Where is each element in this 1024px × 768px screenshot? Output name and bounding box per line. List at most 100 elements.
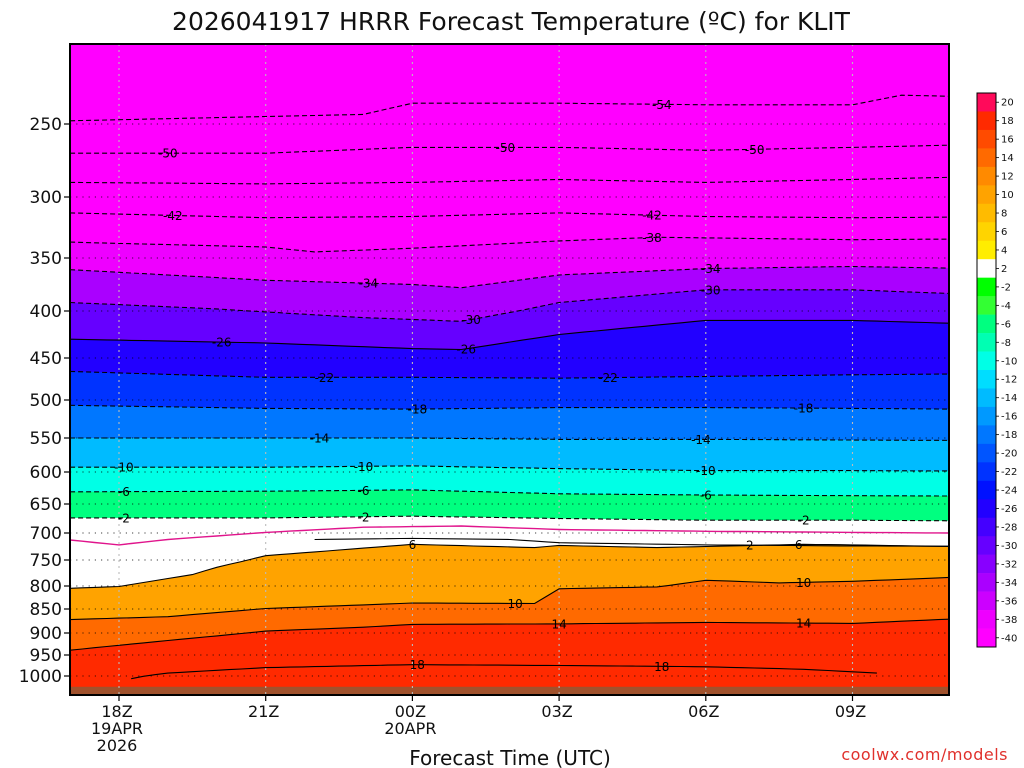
- colorbar-label: 16: [1001, 135, 1014, 146]
- colorbar-label: -30: [1001, 541, 1017, 552]
- x-tick-label: 20APR: [384, 719, 436, 738]
- contour-label: -34: [359, 277, 379, 291]
- y-tick-label: 250: [30, 115, 62, 135]
- colorbar-swatch: [977, 443, 996, 463]
- colorbar-swatch: [977, 351, 996, 371]
- colorbar-label: 2: [1001, 264, 1007, 275]
- contour-label: -30: [461, 313, 481, 327]
- x-tick-label: 18Z: [101, 702, 132, 721]
- x-tick-label: 03Z: [541, 702, 572, 721]
- x-tick-label: 09Z: [835, 702, 866, 721]
- chart-title: 2026041917 HRRR Forecast Temperature (ºC…: [172, 7, 851, 36]
- x-tick-label: 21Z: [248, 702, 279, 721]
- ground-strip: [70, 686, 949, 695]
- contour-label: -14: [310, 432, 330, 446]
- colorbar-swatch: [977, 296, 996, 315]
- contour-label: -6: [700, 489, 712, 503]
- contour-label: -42: [642, 209, 662, 223]
- contour-label: 10: [507, 597, 522, 611]
- x-tick-label: 2026: [97, 736, 138, 755]
- field-band: [70, 619, 949, 695]
- contour-line: [70, 515, 949, 522]
- contour-label: -10: [114, 461, 134, 475]
- colorbar-swatch: [977, 148, 996, 168]
- colorbar-label: -22: [1001, 467, 1017, 478]
- contour-label: -50: [158, 147, 178, 161]
- colorbar-label: -36: [1001, 596, 1017, 607]
- colorbar-swatch: [977, 499, 996, 519]
- colorbar-swatch: [977, 517, 996, 537]
- contour-label: -14: [691, 433, 711, 447]
- contour-label: -18: [794, 402, 814, 416]
- contour-labels: -54-50 -50 -50-42 -42-38-34-34-30-30-26 -26-…: [114, 98, 814, 674]
- contour-line: [70, 618, 949, 651]
- contour-label: -22: [598, 371, 618, 385]
- plot-frame: [69, 43, 950, 696]
- y-tick-label: 300: [30, 188, 62, 208]
- contour-label: 6: [409, 538, 417, 552]
- colorbar-swatch: [977, 462, 996, 482]
- contour-line: [70, 404, 949, 410]
- contour-line: [70, 370, 949, 379]
- contour-line: [70, 236, 949, 253]
- contour-label: -54: [652, 98, 672, 112]
- contour-line: [70, 465, 949, 472]
- colorbar-swatch: [977, 259, 996, 278]
- contour-line: [70, 437, 949, 441]
- colorbar-label: 8: [1001, 209, 1007, 220]
- contour-label: -50: [745, 143, 765, 157]
- colorbar-swatch: [977, 314, 996, 334]
- colorbar-label: 18: [1001, 116, 1014, 127]
- colorbar-swatch: [977, 425, 996, 445]
- colorbar-label: -4: [1001, 301, 1011, 312]
- y-tick-label: 1000: [19, 667, 62, 687]
- y-tick-label: 350: [30, 249, 62, 269]
- colorbar-swatch: [977, 573, 996, 592]
- contour-line: [70, 319, 949, 351]
- contour-line: [70, 576, 949, 621]
- contour-label: -38: [642, 231, 662, 245]
- contour-line: [70, 489, 949, 497]
- y-tick-label: 900: [30, 624, 62, 644]
- contour-label: 6: [795, 538, 803, 552]
- y-tick-label: 850: [30, 600, 62, 620]
- colorbar-swatch: [977, 240, 996, 260]
- colorbar-label: -40: [1001, 633, 1017, 644]
- contour-line: [70, 289, 949, 322]
- contour-label: 10: [796, 576, 811, 590]
- colorbar-label: -28: [1001, 522, 1017, 533]
- contour-label: 2: [746, 539, 754, 553]
- colorbar-swatch: [977, 554, 996, 574]
- colorbar-label: 4: [1001, 245, 1007, 256]
- credit-link[interactable]: coolwx.com/models: [841, 745, 1008, 764]
- colorbar-label: -18: [1001, 430, 1017, 441]
- contour-label: -6: [118, 485, 130, 499]
- contour-label: -18: [407, 403, 427, 417]
- y-tick-label: 550: [30, 429, 62, 449]
- colorbar-swatch: [977, 388, 996, 408]
- colorbar-label: 14: [1001, 153, 1014, 164]
- colorbar-swatch: [977, 591, 996, 611]
- contour-line: [70, 543, 949, 589]
- colorbar-swatch: [977, 610, 996, 629]
- contour-label: -10: [354, 460, 374, 474]
- colorbar-label: -20: [1001, 449, 1017, 460]
- x-tick-label: 19APR: [91, 719, 143, 738]
- colorbar-label: -26: [1001, 504, 1017, 515]
- contour-line: [70, 176, 949, 185]
- colorbar-swatch: [977, 480, 996, 500]
- contour-label: -30: [701, 283, 721, 297]
- y-tick-label: 450: [30, 349, 62, 369]
- gridlines: [70, 44, 949, 695]
- y-tick-label: 800: [30, 577, 62, 597]
- colorbar-label: -14: [1001, 393, 1017, 404]
- colorbar-swatch: [977, 111, 996, 131]
- colorbar: 20 18 16 14 12 10 8 6 4 2 -2 -4 -6 -8 -10 -12 -14 -16 -18 -…: [976, 92, 1017, 648]
- contour-label: -42: [163, 209, 183, 223]
- colorbar-swatch: [977, 536, 996, 555]
- x-tick-label: 06Z: [688, 702, 719, 721]
- contour-label: -2: [118, 511, 130, 525]
- contour-label: -6: [358, 484, 370, 498]
- colorbar-label: -6: [1001, 319, 1011, 330]
